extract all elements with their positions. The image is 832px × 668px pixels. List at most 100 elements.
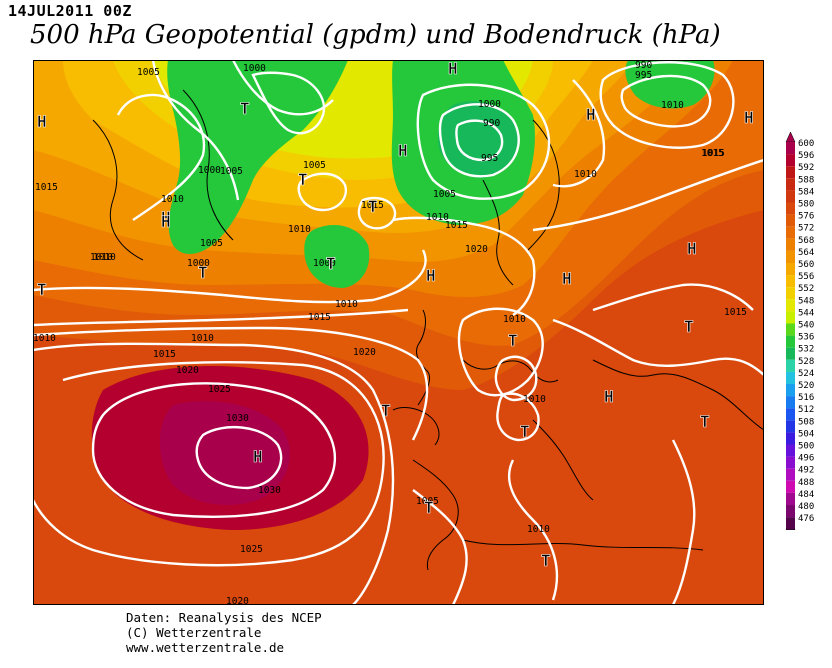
high-center: H: [448, 60, 458, 78]
contour-label: 1005: [220, 166, 243, 177]
low-center: T: [381, 401, 391, 420]
high-center: H: [161, 208, 171, 227]
scale-swatch: [786, 287, 795, 300]
scale-arrow-top: [785, 131, 796, 143]
contour-label: 1015: [308, 312, 331, 323]
contour-label: 1020: [176, 365, 199, 376]
scale-label: 544: [798, 308, 814, 318]
contour-label: 1010: [288, 224, 311, 235]
contour-label: 995: [635, 70, 652, 81]
low-center: T: [298, 170, 308, 189]
scale-label: 528: [798, 357, 814, 367]
contour-labels: 1005 1000 1000 990 995 1000 1005 1015 10…: [33, 60, 747, 605]
low-center: T: [424, 498, 434, 517]
contour-label: 995: [481, 153, 498, 164]
scale-label: 564: [798, 248, 814, 258]
high-center: H: [744, 108, 754, 127]
high-center: H: [562, 269, 572, 288]
coastlines: [92, 89, 764, 571]
high-center: H: [161, 212, 171, 231]
scale-swatch: [786, 384, 795, 397]
scale-arrow-bottom: [785, 528, 796, 530]
scale-label: 476: [798, 514, 814, 524]
scale-swatch: [786, 408, 795, 421]
scale-label: 512: [798, 405, 814, 415]
credits: Daten: Reanalysis des NCEP (C) Wetterzen…: [126, 610, 322, 655]
contour-label: 1005: [416, 496, 439, 507]
contour-label: 1010: [335, 299, 358, 310]
contour-label: 1025: [240, 544, 263, 555]
contour-label: 1015: [445, 220, 468, 231]
contour-label: 1015: [724, 307, 747, 318]
scale-label: 516: [798, 393, 814, 403]
scale-label: 496: [798, 454, 814, 464]
scale-label: 504: [798, 429, 814, 439]
contour-label: 1015: [153, 349, 176, 360]
scale-label: 588: [798, 175, 814, 185]
contour-label: 1005: [200, 238, 223, 249]
map-frame: [33, 60, 764, 605]
scale-label: 592: [798, 163, 814, 173]
scale-swatch: [786, 202, 795, 215]
scale-label: 600: [798, 139, 814, 149]
scale-label: 540: [798, 321, 814, 331]
scale-label: 492: [798, 466, 814, 476]
scale-swatch: [786, 154, 795, 167]
high-center: H: [398, 141, 408, 160]
high-center: H: [586, 105, 596, 124]
contour-label: 990: [483, 118, 500, 129]
scale-swatch: [786, 347, 795, 360]
contour-label: 990: [635, 60, 652, 71]
scale-swatch: [786, 275, 795, 288]
scale-swatch: [786, 335, 795, 348]
contour-label: 1015: [35, 182, 58, 193]
scale-label: 568: [798, 236, 814, 246]
low-core-scandinavia: [438, 101, 519, 178]
scale-label: 584: [798, 187, 814, 197]
high-center: H: [426, 266, 436, 285]
low-center: T: [240, 99, 250, 118]
contour-label: 1010: [93, 252, 116, 263]
contour-label: 1020: [353, 347, 376, 358]
low-center: T: [326, 254, 336, 273]
contour-label: 1010: [574, 169, 597, 180]
scale-swatch: [786, 142, 795, 155]
contour-label: 1000: [198, 165, 221, 176]
high-center: H: [37, 112, 47, 131]
low-center: T: [326, 254, 336, 273]
low-center: T: [368, 197, 378, 216]
scale-label: 532: [798, 345, 814, 355]
scale-label: 556: [798, 272, 814, 282]
scale-swatch: [786, 505, 795, 518]
high-center: H: [687, 239, 697, 258]
scale-label: 576: [798, 212, 814, 222]
contour-label: 1000: [478, 99, 501, 110]
scale-swatch: [786, 359, 795, 372]
low-center: T: [700, 412, 710, 431]
contour-label: 1005: [137, 67, 160, 78]
scale-swatch: [786, 432, 795, 445]
trough-iceland: [304, 225, 370, 288]
scale-swatch: [786, 214, 795, 227]
contour-label: 1005: [303, 160, 326, 171]
scale-swatch: [786, 166, 795, 179]
contour-label: 1005: [433, 189, 456, 200]
scale-label: 508: [798, 417, 814, 427]
scale-label: 536: [798, 333, 814, 343]
trough-greenland: [167, 60, 348, 255]
scale-swatch: [786, 238, 795, 251]
scale-label: 552: [798, 284, 814, 294]
map-date: 14JUL2011 00Z: [8, 2, 132, 20]
scale-swatch: [786, 190, 795, 203]
contour-label: 1025: [208, 384, 231, 395]
contour-label: 1010: [527, 524, 550, 535]
high-center: H: [253, 447, 263, 466]
scale-swatch: [786, 396, 795, 409]
scale-swatch: [786, 323, 795, 336]
contour-label: 1000: [313, 258, 336, 269]
low-center: T: [541, 551, 551, 570]
scale-label: 572: [798, 224, 814, 234]
scale-swatch: [786, 444, 795, 457]
contour-label: 1020: [226, 596, 249, 605]
scale-swatch: [786, 420, 795, 433]
